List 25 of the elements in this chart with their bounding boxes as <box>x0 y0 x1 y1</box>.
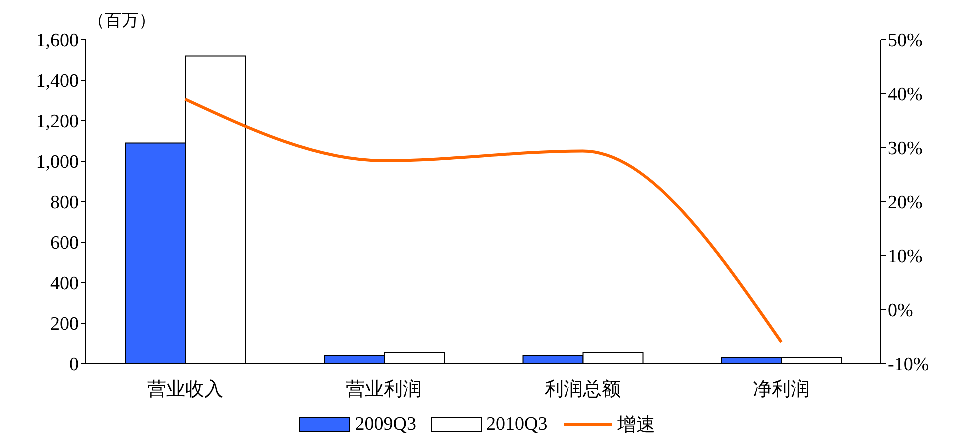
legend-label: 增速 <box>618 414 656 438</box>
y-tick-label: 200 <box>50 314 79 336</box>
y2-tick-label: 0% <box>888 300 914 322</box>
y2-tick-label: 40% <box>888 84 923 106</box>
x-tick-label: 净利润 <box>753 378 810 400</box>
y-tick-label: 1,000 <box>36 152 79 174</box>
y-axis-title: （百万） <box>88 11 156 30</box>
x-tick-label: 利润总额 <box>544 378 621 400</box>
legend-label: 2009Q3 <box>355 414 416 436</box>
x-tick-label: 营业利润 <box>346 378 422 400</box>
y-tick-label: 0 <box>70 354 79 376</box>
y-tick-label: 1,600 <box>36 30 79 52</box>
y2-tick-label: 10% <box>888 246 923 268</box>
y-tick-label: 1,200 <box>36 112 79 133</box>
y2-tick-label: 20% <box>888 192 923 214</box>
y-tick-label: 600 <box>50 233 79 254</box>
legend-label: 2010Q3 <box>486 414 548 436</box>
y2-tick-label: 30% <box>888 138 923 160</box>
y-tick-label: 800 <box>50 192 79 214</box>
y2-tick-label: -10% <box>888 354 930 376</box>
x-tick-label: 营业收入 <box>147 379 224 400</box>
y-tick-label: 1,400 <box>36 71 79 92</box>
y-tick-label: 400 <box>50 274 79 295</box>
line-series <box>184 98 784 344</box>
y2-tick-label: 50% <box>888 30 923 52</box>
